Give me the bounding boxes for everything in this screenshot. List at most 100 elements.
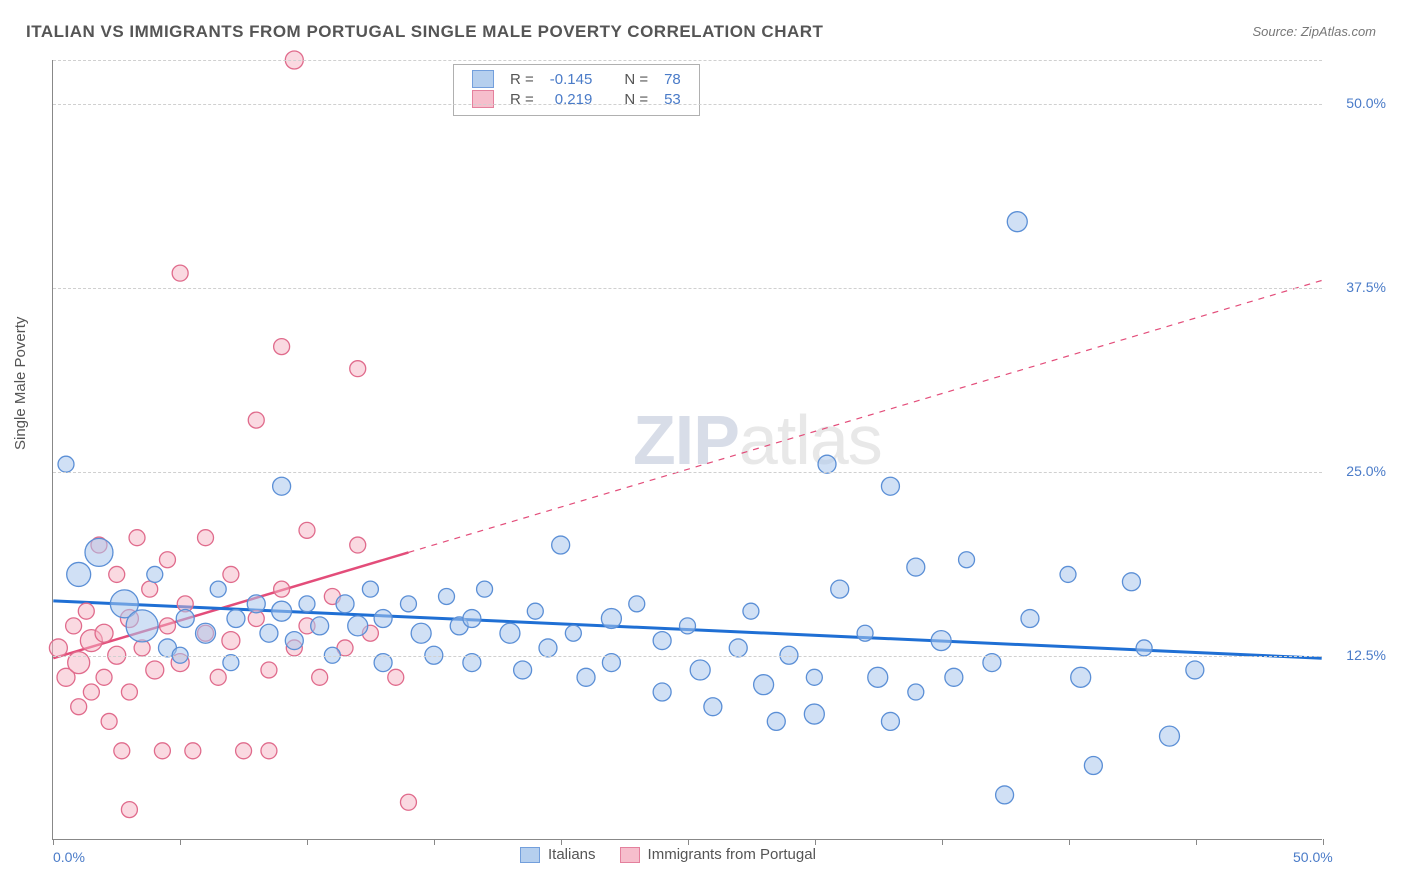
data-point xyxy=(261,662,277,678)
data-point xyxy=(653,632,671,650)
x-tick-label: 0.0% xyxy=(53,849,85,865)
x-tick xyxy=(53,839,54,845)
data-point xyxy=(126,610,158,642)
data-point xyxy=(601,609,621,629)
data-point xyxy=(767,712,785,730)
data-point xyxy=(261,743,277,759)
data-point xyxy=(527,603,543,619)
data-point xyxy=(818,455,836,473)
legend-item: Immigrants from Portugal xyxy=(620,846,816,863)
data-point xyxy=(227,610,245,628)
data-point xyxy=(348,616,368,636)
data-point xyxy=(629,596,645,612)
data-point xyxy=(680,618,696,634)
x-tick xyxy=(1069,839,1070,845)
data-point xyxy=(350,361,366,377)
data-point xyxy=(272,601,292,621)
data-point xyxy=(78,603,94,619)
data-point xyxy=(49,639,67,657)
y-tick-label: 25.0% xyxy=(1346,463,1386,479)
legend-series: Italians Immigrants from Portugal xyxy=(520,846,816,863)
data-point xyxy=(400,794,416,810)
gridline xyxy=(53,472,1322,473)
legend-item: Italians xyxy=(520,846,596,863)
data-point xyxy=(285,632,303,650)
data-point xyxy=(142,581,158,597)
data-point xyxy=(146,661,164,679)
x-tick xyxy=(815,839,816,845)
data-point xyxy=(176,610,194,628)
data-point xyxy=(945,668,963,686)
data-point xyxy=(514,661,532,679)
data-point xyxy=(273,477,291,495)
data-point xyxy=(185,743,201,759)
data-point xyxy=(121,802,137,818)
x-tick xyxy=(180,839,181,845)
data-point xyxy=(210,581,226,597)
data-point xyxy=(299,596,315,612)
data-point xyxy=(299,522,315,538)
gridline xyxy=(53,288,1322,289)
x-tick xyxy=(942,839,943,845)
data-point xyxy=(196,623,216,643)
data-point xyxy=(159,618,175,634)
data-point xyxy=(121,684,137,700)
x-tick xyxy=(307,839,308,845)
x-tick xyxy=(1196,839,1197,845)
data-point xyxy=(67,562,91,586)
data-point xyxy=(159,552,175,568)
chart-title: ITALIAN VS IMMIGRANTS FROM PORTUGAL SING… xyxy=(26,22,823,42)
data-point xyxy=(1186,661,1204,679)
data-point xyxy=(1159,726,1179,746)
data-point xyxy=(374,610,392,628)
data-point xyxy=(1007,212,1027,232)
data-point xyxy=(400,596,416,612)
data-point xyxy=(312,669,328,685)
y-tick-label: 37.5% xyxy=(1346,279,1386,295)
plot-area: ZIPatlas R = -0.145 N = 78 R = 0.219 N =… xyxy=(52,60,1322,840)
x-tick-label: 50.0% xyxy=(1293,849,1333,865)
data-point xyxy=(908,684,924,700)
data-point xyxy=(1071,667,1091,687)
data-point xyxy=(172,265,188,281)
data-point xyxy=(565,625,581,641)
data-point xyxy=(83,684,99,700)
data-point xyxy=(804,704,824,724)
data-point xyxy=(248,412,264,428)
data-point xyxy=(274,339,290,355)
data-point xyxy=(439,588,455,604)
data-point xyxy=(500,623,520,643)
data-point xyxy=(336,595,354,613)
data-point xyxy=(311,617,329,635)
data-point xyxy=(959,552,975,568)
y-tick-label: 12.5% xyxy=(1346,647,1386,663)
data-point xyxy=(577,668,595,686)
data-point xyxy=(274,581,290,597)
gridline xyxy=(53,656,1322,657)
data-point xyxy=(539,639,557,657)
x-tick xyxy=(688,839,689,845)
data-point xyxy=(743,603,759,619)
data-point xyxy=(552,536,570,554)
data-point xyxy=(66,618,82,634)
gridline xyxy=(53,104,1322,105)
data-point xyxy=(477,581,493,597)
data-point xyxy=(931,631,951,651)
data-point xyxy=(857,625,873,641)
data-point xyxy=(350,537,366,553)
data-point xyxy=(85,538,113,566)
data-point xyxy=(1084,757,1102,775)
data-point xyxy=(690,660,710,680)
data-point xyxy=(907,558,925,576)
data-point xyxy=(58,456,74,472)
y-tick-label: 50.0% xyxy=(1346,95,1386,111)
data-point xyxy=(129,530,145,546)
data-point xyxy=(68,652,90,674)
data-point xyxy=(881,712,899,730)
y-axis-label: Single Male Poverty xyxy=(12,317,29,450)
data-point xyxy=(109,566,125,582)
x-tick xyxy=(1323,839,1324,845)
data-point xyxy=(223,566,239,582)
source-attribution: Source: ZipAtlas.com xyxy=(1252,24,1376,39)
data-point xyxy=(388,669,404,685)
